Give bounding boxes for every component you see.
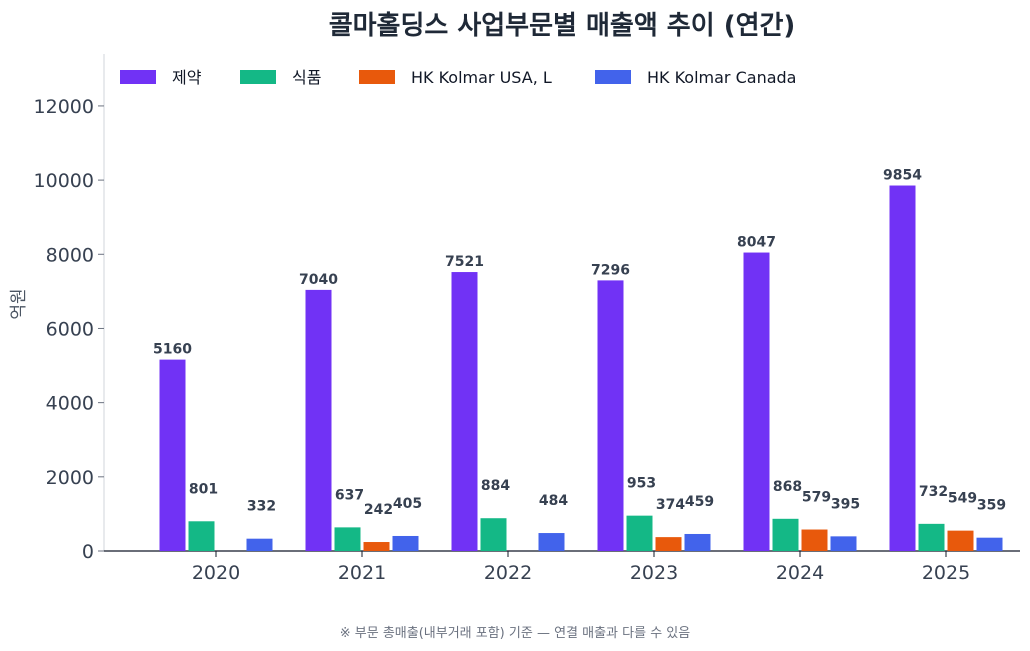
legend-swatch [120, 70, 156, 84]
data-label: 549 [948, 491, 977, 507]
bar [334, 527, 361, 551]
bar [947, 530, 974, 551]
data-label: 637 [335, 487, 364, 503]
bars [159, 185, 1003, 552]
legend-label: 식품 [292, 68, 321, 87]
data-label: 359 [977, 498, 1006, 514]
y-axis-label: 억원 [9, 288, 29, 319]
chart-title: 콜마홀딩스 사업부문별 매출액 추이 (연간) [329, 11, 796, 41]
data-label: 884 [481, 478, 510, 494]
data-label: 242 [364, 502, 393, 518]
bar [830, 536, 857, 551]
bar [480, 518, 507, 551]
data-label: 7296 [591, 262, 630, 278]
data-label: 484 [539, 493, 568, 509]
data-label: 5160 [153, 342, 192, 358]
x-tick-label: 2021 [338, 562, 386, 584]
data-label: 9854 [883, 168, 922, 184]
x-tick-label: 2025 [922, 562, 970, 584]
y-tick-label: 4000 [46, 393, 94, 415]
y-tick-label: 0 [82, 541, 94, 563]
data-label: 459 [685, 494, 714, 510]
y-tick-label: 12000 [34, 96, 94, 118]
bar [626, 515, 653, 551]
x-ticks: 2020 2021 2022 2023 2024 2025 [192, 551, 970, 584]
x-tick-label: 2020 [192, 562, 240, 584]
data-label: 395 [831, 496, 860, 512]
x-tick-label: 2024 [776, 562, 824, 584]
data-label: 953 [627, 476, 656, 492]
legend-label: HK Kolmar USA, L [411, 68, 552, 87]
bar [655, 537, 682, 551]
y-tick-label: 8000 [46, 244, 94, 266]
data-label: 7521 [445, 254, 484, 270]
legend: 제약 식품 HK Kolmar USA, L HK Kolmar Canada [120, 68, 796, 87]
data-label: 868 [773, 479, 802, 495]
y-tick-label: 2000 [46, 467, 94, 489]
bar [159, 359, 186, 551]
x-tick-label: 2022 [484, 562, 532, 584]
data-label: 579 [802, 490, 831, 506]
bar [451, 272, 478, 551]
data-label: 801 [189, 481, 218, 497]
bar [597, 280, 624, 551]
axes [103, 54, 1020, 552]
data-label: 374 [656, 497, 685, 513]
bar [305, 289, 332, 551]
y-ticks: 0 2000 4000 6000 8000 10000 12000 [34, 96, 104, 563]
bar [918, 523, 945, 551]
data-label: 332 [247, 499, 276, 515]
bar [392, 535, 419, 551]
bar [538, 533, 565, 551]
legend-swatch [240, 70, 276, 84]
bar [188, 521, 215, 551]
bar [684, 533, 711, 551]
y-tick-label: 10000 [34, 170, 94, 192]
legend-swatch [595, 70, 631, 84]
bar [743, 252, 770, 551]
data-label: 732 [919, 484, 948, 500]
legend-label: HK Kolmar Canada [647, 68, 796, 87]
bar [889, 185, 916, 552]
footnote: ※ 부문 총매출(내부거래 포함) 기준 — 연결 매출과 다를 수 있음 [340, 626, 690, 641]
bar [772, 518, 799, 551]
x-tick-label: 2023 [630, 562, 678, 584]
data-label: 7040 [299, 272, 338, 288]
data-label: 405 [393, 496, 422, 512]
bar [976, 537, 1003, 551]
bar [363, 542, 390, 551]
y-tick-label: 6000 [46, 318, 94, 340]
legend-label: 제약 [172, 68, 202, 87]
bar [801, 529, 828, 551]
bar [246, 538, 273, 551]
data-label: 8047 [737, 235, 776, 251]
legend-swatch [359, 70, 395, 84]
